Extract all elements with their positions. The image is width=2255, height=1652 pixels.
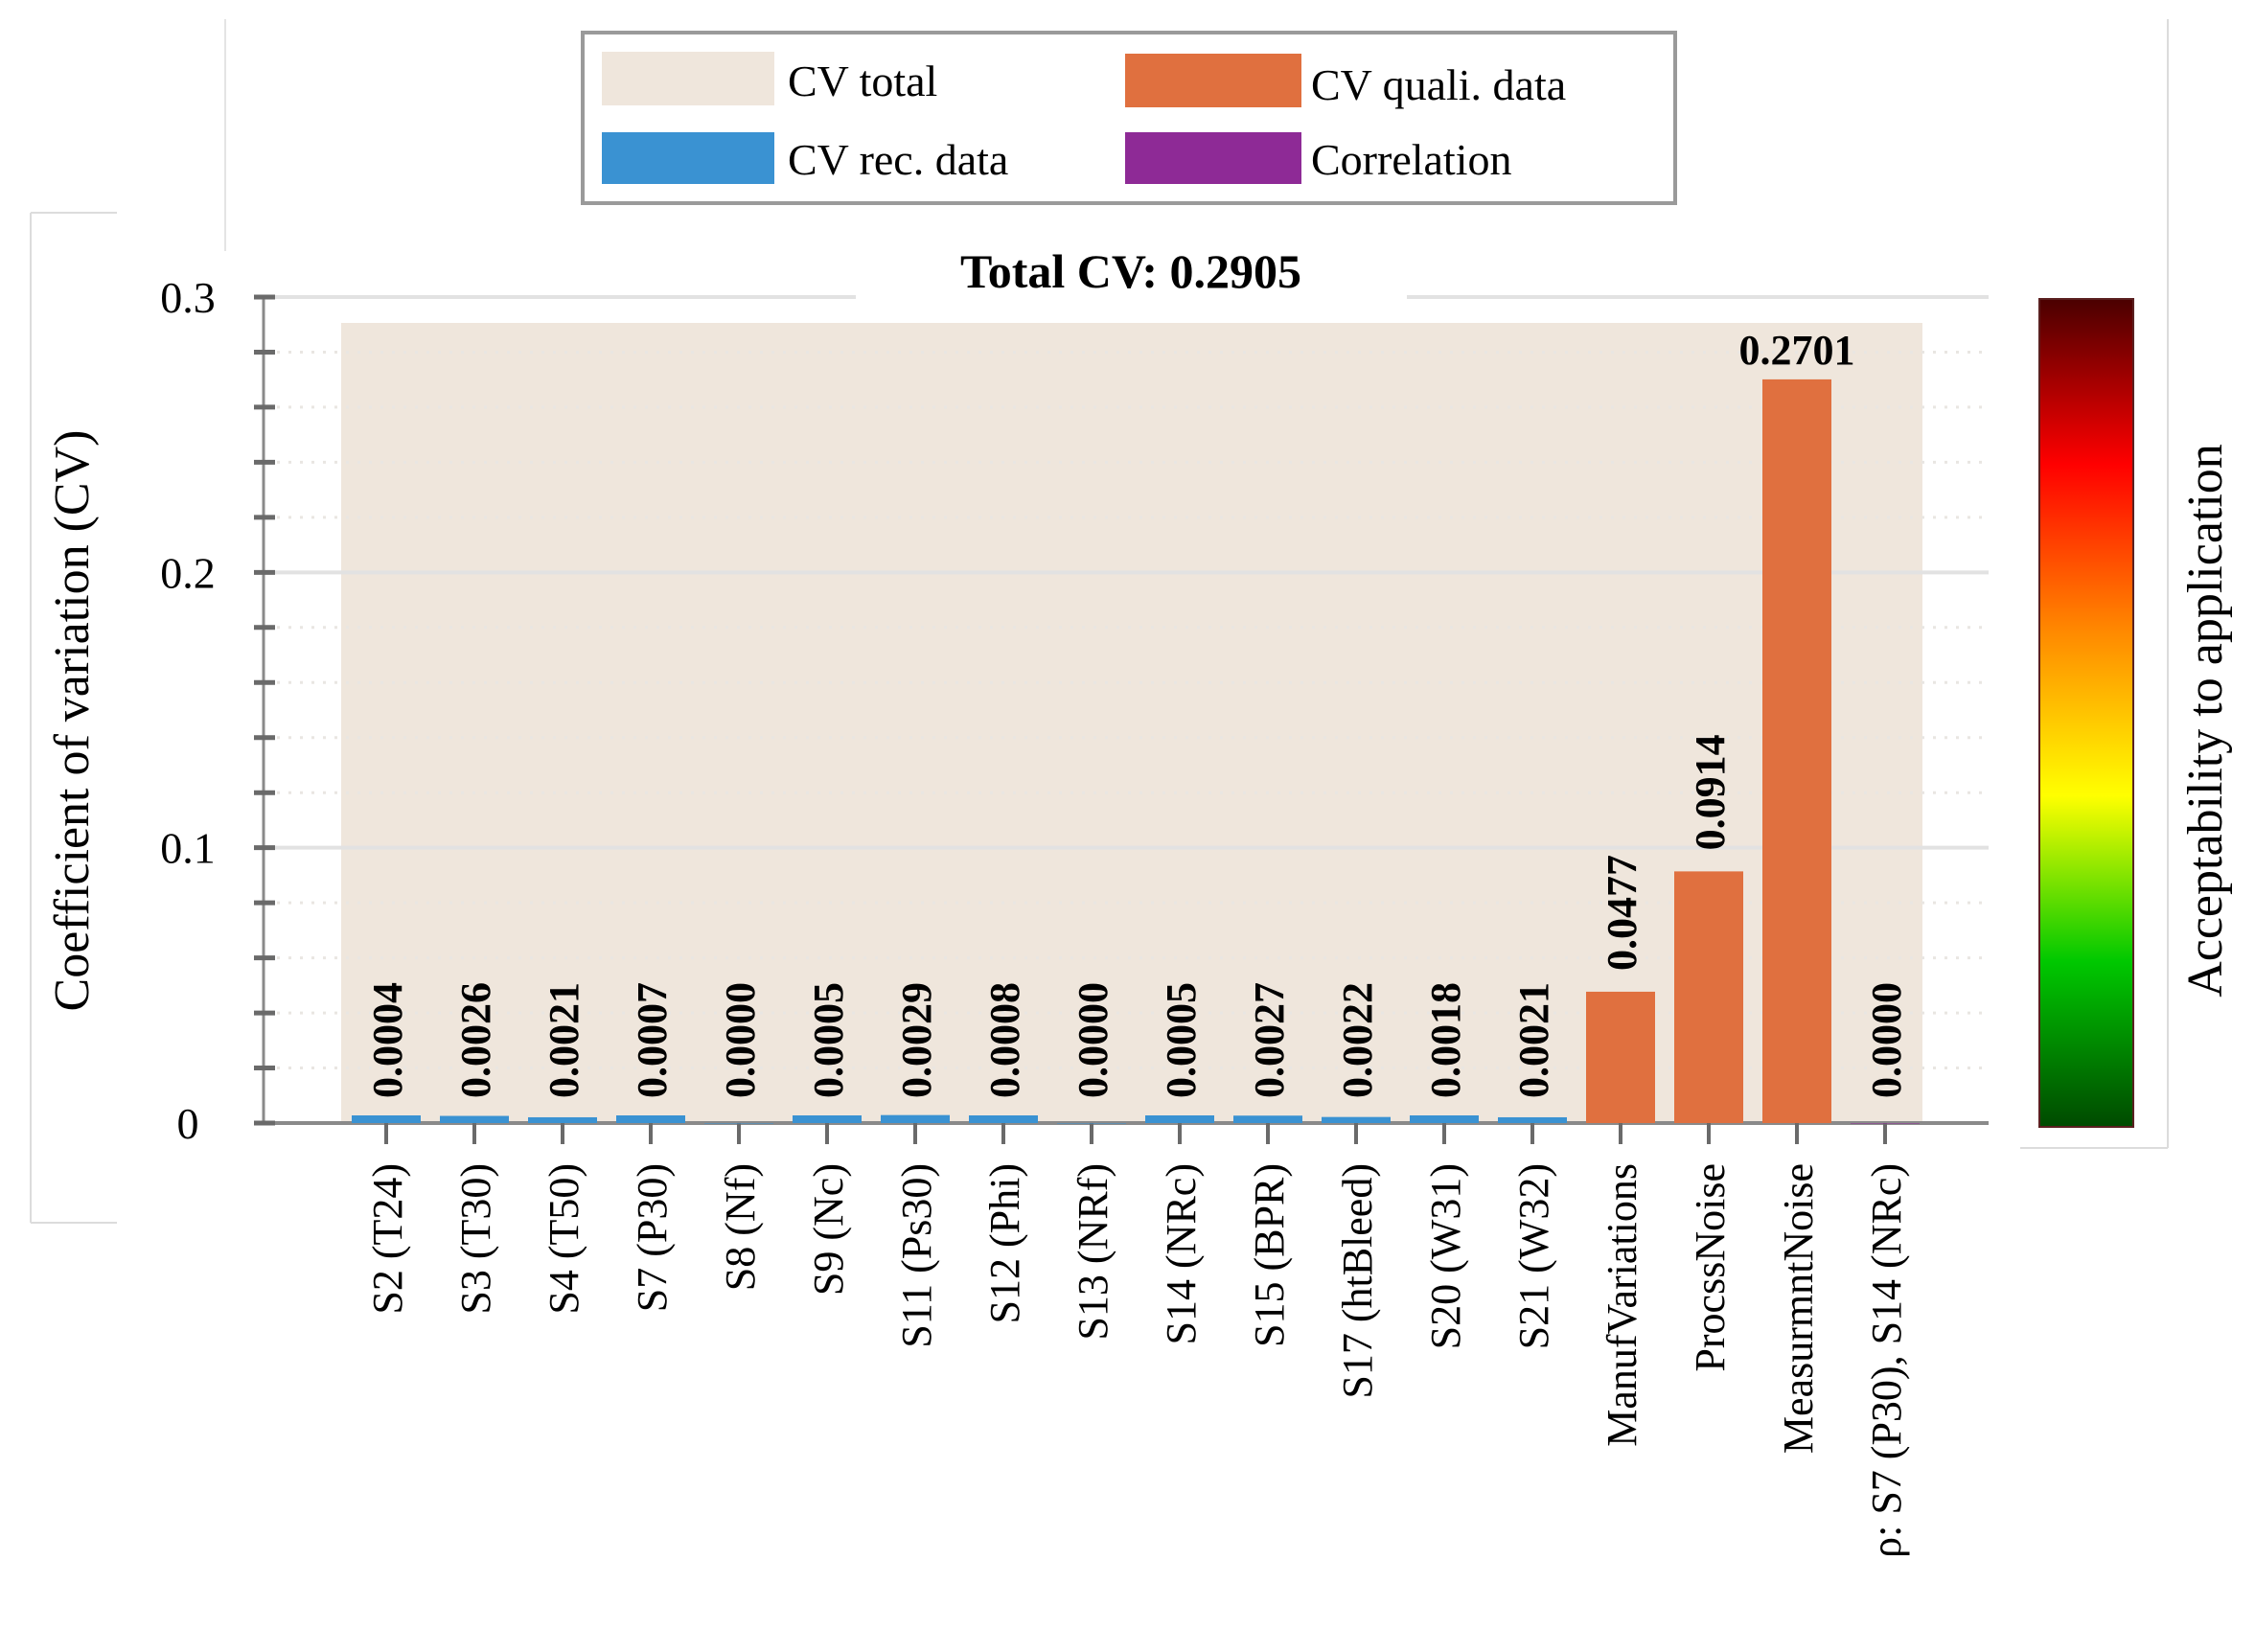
bar-8 xyxy=(1057,1123,1126,1124)
chart-frames xyxy=(30,19,2169,1224)
value-label: 0.0000 xyxy=(717,982,764,1098)
title-background xyxy=(856,240,1407,303)
value-label: 0.0007 xyxy=(629,982,676,1098)
x-tick-label: ProcssNoise xyxy=(1687,1163,1734,1372)
y-tick-label: 0 xyxy=(177,1099,199,1148)
bar-5 xyxy=(793,1115,862,1123)
bar-12 xyxy=(1410,1115,1479,1123)
value-label: 0.0004 xyxy=(364,982,411,1098)
y-axis-label: Coefficient of variation (CV) xyxy=(45,430,100,1012)
legend-label-cv-quali: CV quali. data xyxy=(1311,60,1566,109)
value-label: 0.0000 xyxy=(1070,982,1116,1098)
x-tick-label: S17 (htBleed) xyxy=(1334,1163,1381,1399)
bar-16 xyxy=(1762,379,1831,1123)
chart-title: Total CV: 0.2905 xyxy=(960,244,1301,298)
x-tick-label: S4 (T50) xyxy=(541,1163,587,1315)
x-tick-labels: S2 (T24) S3 (T30) S4 (T50) S7 (P30) S8 (Nf) S… xyxy=(364,1163,1910,1558)
bar-11 xyxy=(1322,1116,1391,1123)
x-tick-label: S3 (T30) xyxy=(452,1163,499,1315)
bars xyxy=(352,379,1920,1124)
value-label: 0.0029 xyxy=(893,982,940,1098)
bar-4 xyxy=(704,1123,773,1124)
colorbar-gradient-bar xyxy=(2038,298,2134,1128)
value-label: 0.0021 xyxy=(1510,982,1557,1098)
legend-swatch-correlation xyxy=(1125,132,1301,184)
bar-6 xyxy=(881,1114,950,1123)
value-label: 0.0000 xyxy=(1863,982,1910,1098)
y-tick-label: 0.2 xyxy=(160,548,216,597)
legend: CV total CV quali. data CV rec. data Cor… xyxy=(581,31,1677,205)
value-label: 0.0022 xyxy=(1334,982,1381,1098)
x-tick-label: S7 (P30) xyxy=(629,1163,676,1312)
legend-label-cv-total: CV total xyxy=(788,57,937,105)
value-label: 0.0026 xyxy=(452,982,499,1098)
x-tick-label: S11 (Ps30) xyxy=(893,1163,940,1348)
x-tick-label: ρ: S7 (P30), S14 (NRc) xyxy=(1863,1163,1910,1558)
bar-15 xyxy=(1674,871,1743,1123)
bar-7 xyxy=(969,1115,1038,1123)
value-label: 0.0008 xyxy=(981,982,1028,1098)
bar-9 xyxy=(1145,1115,1214,1123)
x-tick-label: S8 (Nf) xyxy=(717,1163,764,1291)
colorbar-label: Acceptability to application xyxy=(2178,444,2233,998)
bar-1 xyxy=(440,1115,509,1123)
bar-13 xyxy=(1498,1116,1567,1123)
y-tick-label: 0.1 xyxy=(160,824,216,873)
value-label: 0.0021 xyxy=(541,982,587,1098)
y-tick-labels: 0 0.1 0.2 0.3 xyxy=(160,273,216,1148)
x-tick-label: ManufVariations xyxy=(1599,1163,1645,1447)
y-tick-label: 0.3 xyxy=(160,273,216,322)
x-tick-label: S21 (W32) xyxy=(1510,1163,1557,1349)
legend-swatch-cv-quali xyxy=(1125,54,1301,107)
value-label: 0.0005 xyxy=(1158,982,1205,1098)
bar-2 xyxy=(528,1116,597,1123)
value-label: 0.0005 xyxy=(805,982,852,1098)
value-label: 0.0914 xyxy=(1687,734,1734,850)
bar-14 xyxy=(1586,991,1655,1123)
bar-17 xyxy=(1851,1123,1920,1124)
x-tick-label: MeasurmntNoise xyxy=(1775,1163,1822,1454)
value-label: 0.0018 xyxy=(1422,982,1469,1098)
bar-3 xyxy=(616,1115,685,1123)
legend-label-correlation: Correlation xyxy=(1311,135,1512,184)
value-labels: 0.0004 0.0026 0.0021 0.0007 0.0000 0.0005 0.00… xyxy=(364,327,1910,1098)
legend-swatch-cv-total xyxy=(602,52,774,105)
bar-0 xyxy=(352,1115,421,1123)
x-tick-label: S13 (NRf) xyxy=(1070,1163,1116,1341)
x-tick-label: S20 (W31) xyxy=(1422,1163,1469,1349)
x-tick-label: S12 (Phi) xyxy=(981,1163,1028,1323)
x-tick-label: S14 (NRc) xyxy=(1158,1163,1205,1344)
legend-swatch-cv-rec xyxy=(602,132,774,184)
value-label: 0.2701 xyxy=(1739,327,1855,374)
x-tick-label: S15 (BPR) xyxy=(1246,1163,1293,1347)
legend-label-cv-rec: CV rec. data xyxy=(788,135,1008,184)
acceptability-colorbar: Acceptability to application xyxy=(2038,298,2233,1128)
x-tick-label: S9 (Nc) xyxy=(805,1163,852,1296)
value-label: 0.0027 xyxy=(1246,982,1293,1098)
grid-lines xyxy=(254,295,1989,1070)
cv-total-area xyxy=(341,323,1922,1123)
x-tick-label: S2 (T24) xyxy=(364,1163,411,1315)
bar-10 xyxy=(1233,1115,1302,1123)
value-label: 0.0477 xyxy=(1599,855,1645,971)
